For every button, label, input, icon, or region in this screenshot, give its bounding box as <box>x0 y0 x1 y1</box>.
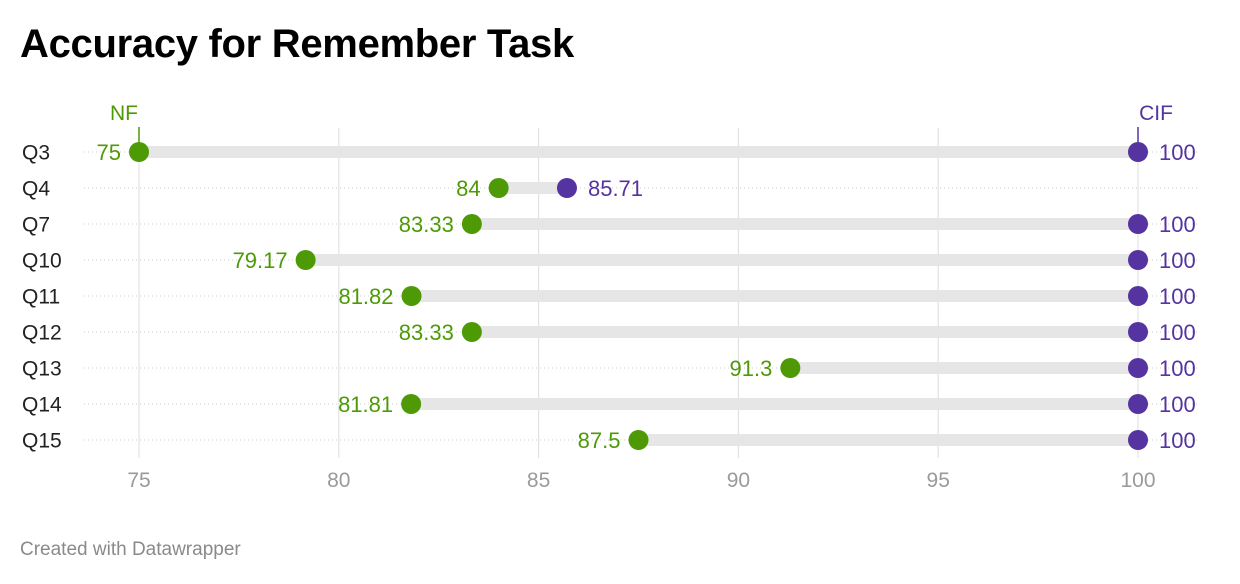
cif-dot <box>1128 214 1148 234</box>
nf-dot <box>628 430 649 450</box>
nf-dot <box>295 250 316 270</box>
cif-value-label: 100 <box>1159 428 1196 453</box>
cif-dot <box>1128 430 1148 450</box>
cif-dot <box>1128 394 1148 414</box>
value-labels: 75 100 84 85.71 83.33 100 79.17 100 81.82 100 83.3… <box>97 140 1196 453</box>
range-bar <box>411 290 1138 302</box>
x-tick-label: 85 <box>527 469 550 492</box>
nf-value-label: 83.33 <box>399 320 454 345</box>
cif-value-label: 100 <box>1159 320 1196 345</box>
range-bar <box>471 218 1138 230</box>
cif-value-label: 100 <box>1159 392 1196 417</box>
cif-dot <box>1128 322 1148 342</box>
range-bar <box>411 398 1139 410</box>
nf-dot <box>461 322 482 342</box>
x-tick-label: 80 <box>327 469 350 492</box>
nf-value-label: 75 <box>97 140 121 165</box>
range-bar <box>498 182 567 194</box>
nf-value-label: 91.3 <box>730 356 773 381</box>
nf-dot <box>461 214 482 234</box>
cif-value-label: 100 <box>1159 140 1196 165</box>
nf-value-label: 79.17 <box>233 248 288 273</box>
cif-value-label: 100 <box>1159 248 1196 273</box>
series-label-nf: NF <box>110 102 138 125</box>
cif-value-label: 100 <box>1159 356 1196 381</box>
nf-dot <box>401 394 422 414</box>
category-label: Q14 <box>22 394 62 417</box>
nf-dot <box>129 142 149 162</box>
nf-dot <box>401 286 422 306</box>
nf-value-label: 87.5 <box>578 428 621 453</box>
cif-value-label: 85.71 <box>588 176 643 201</box>
footer-credit: Created with Datawrapper <box>20 539 241 560</box>
nf-value-label: 81.81 <box>338 392 393 417</box>
nf-value-label: 84 <box>456 176 480 201</box>
cif-dot <box>1128 286 1148 306</box>
x-tick-label: 100 <box>1120 469 1155 492</box>
category-label: Q15 <box>22 430 62 453</box>
category-label: Q7 <box>22 214 50 237</box>
cif-value-label: 100 <box>1159 212 1196 237</box>
category-label: Q12 <box>22 322 62 345</box>
nf-dot <box>780 358 801 378</box>
cif-value-label: 100 <box>1159 284 1196 309</box>
category-label: Q13 <box>22 358 62 381</box>
series-label-cif: CIF <box>1139 102 1173 125</box>
x-tick-label: 75 <box>127 469 150 492</box>
cif-dot <box>1128 250 1148 270</box>
range-bar <box>305 254 1139 266</box>
x-tick-label: 90 <box>727 469 750 492</box>
x-tick-label: 95 <box>927 469 950 492</box>
category-labels: Q3 Q4 Q7 Q10 Q11 Q12 Q13 Q14 Q15 <box>22 142 62 453</box>
series-labels: NF CIF <box>110 102 1173 152</box>
range-bar <box>790 362 1138 374</box>
range-bar <box>638 434 1138 446</box>
dots <box>129 142 1148 450</box>
category-label: Q3 <box>22 142 50 165</box>
x-axis-ticks: 75 80 85 90 95 100 <box>127 469 1155 492</box>
category-label: Q10 <box>22 250 62 273</box>
category-label: Q11 <box>22 286 60 309</box>
nf-value-label: 81.82 <box>338 284 393 309</box>
nf-dot <box>488 178 509 198</box>
cif-dot <box>1128 142 1148 162</box>
range-bar <box>471 326 1138 338</box>
cif-dot <box>556 178 577 198</box>
cif-dot <box>1128 358 1148 378</box>
chart-title: Accuracy for Remember Task <box>20 22 574 66</box>
category-label: Q4 <box>22 178 50 201</box>
range-bars <box>139 146 1139 446</box>
nf-value-label: 83.33 <box>399 212 454 237</box>
range-bar <box>139 146 1138 158</box>
